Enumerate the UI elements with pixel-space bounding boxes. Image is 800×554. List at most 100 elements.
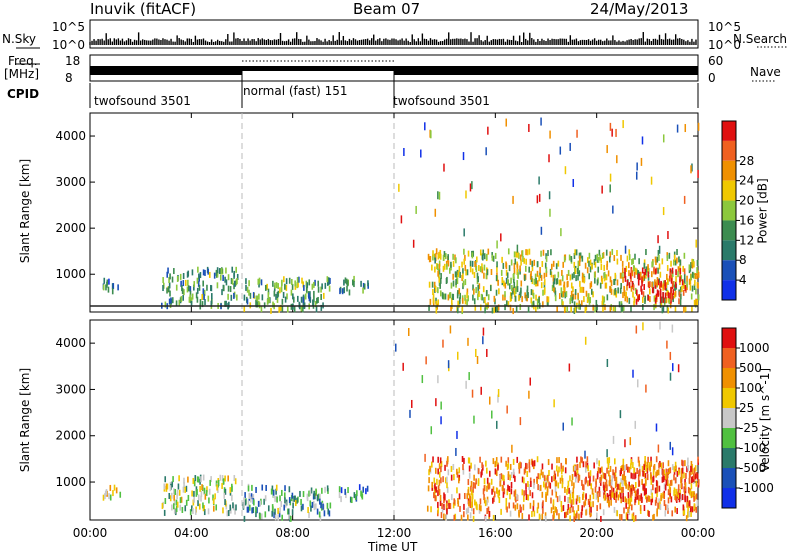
velocity-echo-cell — [354, 494, 357, 501]
velocity-echo-cell — [627, 506, 629, 513]
velocity-colorbar-swatch — [722, 488, 736, 508]
velocity-echo-cell — [432, 456, 434, 463]
power-echo-cell — [196, 296, 199, 303]
power-echo-cell — [449, 267, 451, 274]
velocity-echo-cell — [514, 504, 517, 511]
velocity-echo-cell — [469, 496, 472, 503]
power-echo-cell — [583, 296, 585, 303]
power-echo-cell — [514, 258, 517, 265]
power-echo-cell — [456, 307, 459, 314]
velocity-echo-cell — [115, 487, 118, 494]
power-echo-cell — [412, 239, 415, 248]
velocity-echo-cell — [610, 491, 613, 498]
velocity-echo-cell — [644, 479, 647, 486]
power-echo-cell — [533, 278, 536, 285]
freq-band — [242, 66, 394, 71]
power-echo-cell — [628, 282, 631, 289]
velocity-echo-cell — [662, 476, 665, 483]
velocity-echo-cell — [453, 498, 456, 505]
velocity-echo-cell — [564, 512, 566, 519]
velocity-echo-cell — [658, 485, 661, 492]
velocity-echo-cell — [493, 491, 496, 498]
power-echo-cell — [277, 283, 279, 290]
velocity-echo-cell — [191, 505, 193, 512]
power-echo-cell — [467, 250, 470, 257]
power-echo-cell — [193, 284, 195, 291]
power-echo-cell — [296, 277, 299, 284]
power-echo-cell — [464, 279, 467, 286]
velocity-echo-cell — [667, 497, 670, 504]
power-echo-cell — [603, 264, 605, 271]
velocity-echo-cell — [622, 492, 624, 499]
power-echo-cell — [639, 271, 642, 278]
power-echo-cell — [481, 267, 484, 274]
power-echo-cell — [279, 304, 282, 311]
power-echo-cell — [187, 270, 190, 277]
power-echo-cell — [690, 293, 693, 300]
power-echo-cell — [617, 287, 619, 294]
power-echo-cell — [581, 255, 584, 262]
velocity-echo-cell — [460, 514, 463, 521]
velocity-echo-cell — [533, 478, 535, 485]
velocity-echo-cell — [613, 506, 616, 513]
velocity-echo-cell — [314, 493, 316, 500]
velocity-echo-cell — [468, 493, 471, 500]
power-echo-cell — [678, 291, 681, 298]
velocity-echo-cell — [247, 485, 250, 492]
velocity-echo-cell — [323, 510, 326, 517]
power-echo-cell — [491, 307, 494, 314]
velocity-echo-cell — [581, 505, 584, 512]
velocity-colorbar-tick-label: 1000 — [739, 341, 770, 355]
velocity-echo-cell — [620, 514, 623, 521]
power-echo-cell — [554, 295, 557, 302]
power-echo-cell — [526, 289, 529, 296]
velocity-echo-cell — [322, 503, 324, 510]
power-echo-cell — [602, 305, 604, 312]
power-echo-cell — [697, 282, 699, 289]
power-echo-cell — [348, 289, 351, 296]
power-colorbar-swatch — [722, 200, 736, 221]
power-echo-cell — [673, 292, 676, 299]
velocity-echo-cell — [208, 488, 211, 495]
velocity-y-tick-label: 1000 — [55, 475, 86, 489]
power-echo-cell — [267, 288, 270, 295]
velocity-echo-cell — [365, 488, 367, 495]
power-echo-cell — [655, 301, 657, 308]
velocity-echo-cell — [469, 512, 472, 519]
velocity-echo-cell — [474, 464, 476, 471]
velocity-echo-cell — [649, 465, 652, 472]
velocity-echo-cell — [577, 473, 580, 480]
velocity-echo-cell — [652, 469, 655, 476]
power-echo-cell — [552, 260, 555, 267]
velocity-echo-cell — [291, 509, 294, 516]
velocity-echo-cell — [655, 456, 658, 463]
velocity-echo-cell — [502, 491, 505, 498]
velocity-echo-cell — [674, 506, 676, 513]
velocity-echo-cell — [671, 464, 674, 471]
velocity-echo-cell — [273, 512, 275, 519]
velocity-colorbar-tick-label: -100 — [739, 441, 766, 455]
velocity-echo-cell — [667, 460, 670, 467]
power-echo-cell — [320, 304, 323, 311]
power-echo-cell — [654, 282, 657, 289]
power-echo-cell — [601, 252, 604, 259]
power-echo-cell — [684, 305, 687, 312]
power-echo-cell — [676, 124, 679, 133]
power-echo-cell — [559, 146, 562, 155]
power-echo-cell — [656, 280, 658, 287]
velocity-echo-cell — [433, 490, 436, 497]
velocity-echo-cell — [184, 486, 187, 493]
velocity-echo-cell — [192, 507, 194, 514]
power-echo-cell — [461, 261, 463, 268]
velocity-echo-cell — [321, 487, 323, 494]
velocity-echo-cell — [489, 396, 491, 405]
power-echo-cell — [519, 268, 521, 275]
velocity-echo-cell — [694, 494, 696, 501]
velocity-echo-cell — [626, 513, 629, 520]
power-echo-cell — [518, 295, 520, 302]
power-echo-cell — [504, 294, 506, 301]
velocity-echo-cell — [259, 513, 261, 520]
power-echo-cell — [664, 284, 667, 291]
velocity-echo-cell — [696, 473, 699, 480]
power-echo-cell — [485, 147, 487, 156]
